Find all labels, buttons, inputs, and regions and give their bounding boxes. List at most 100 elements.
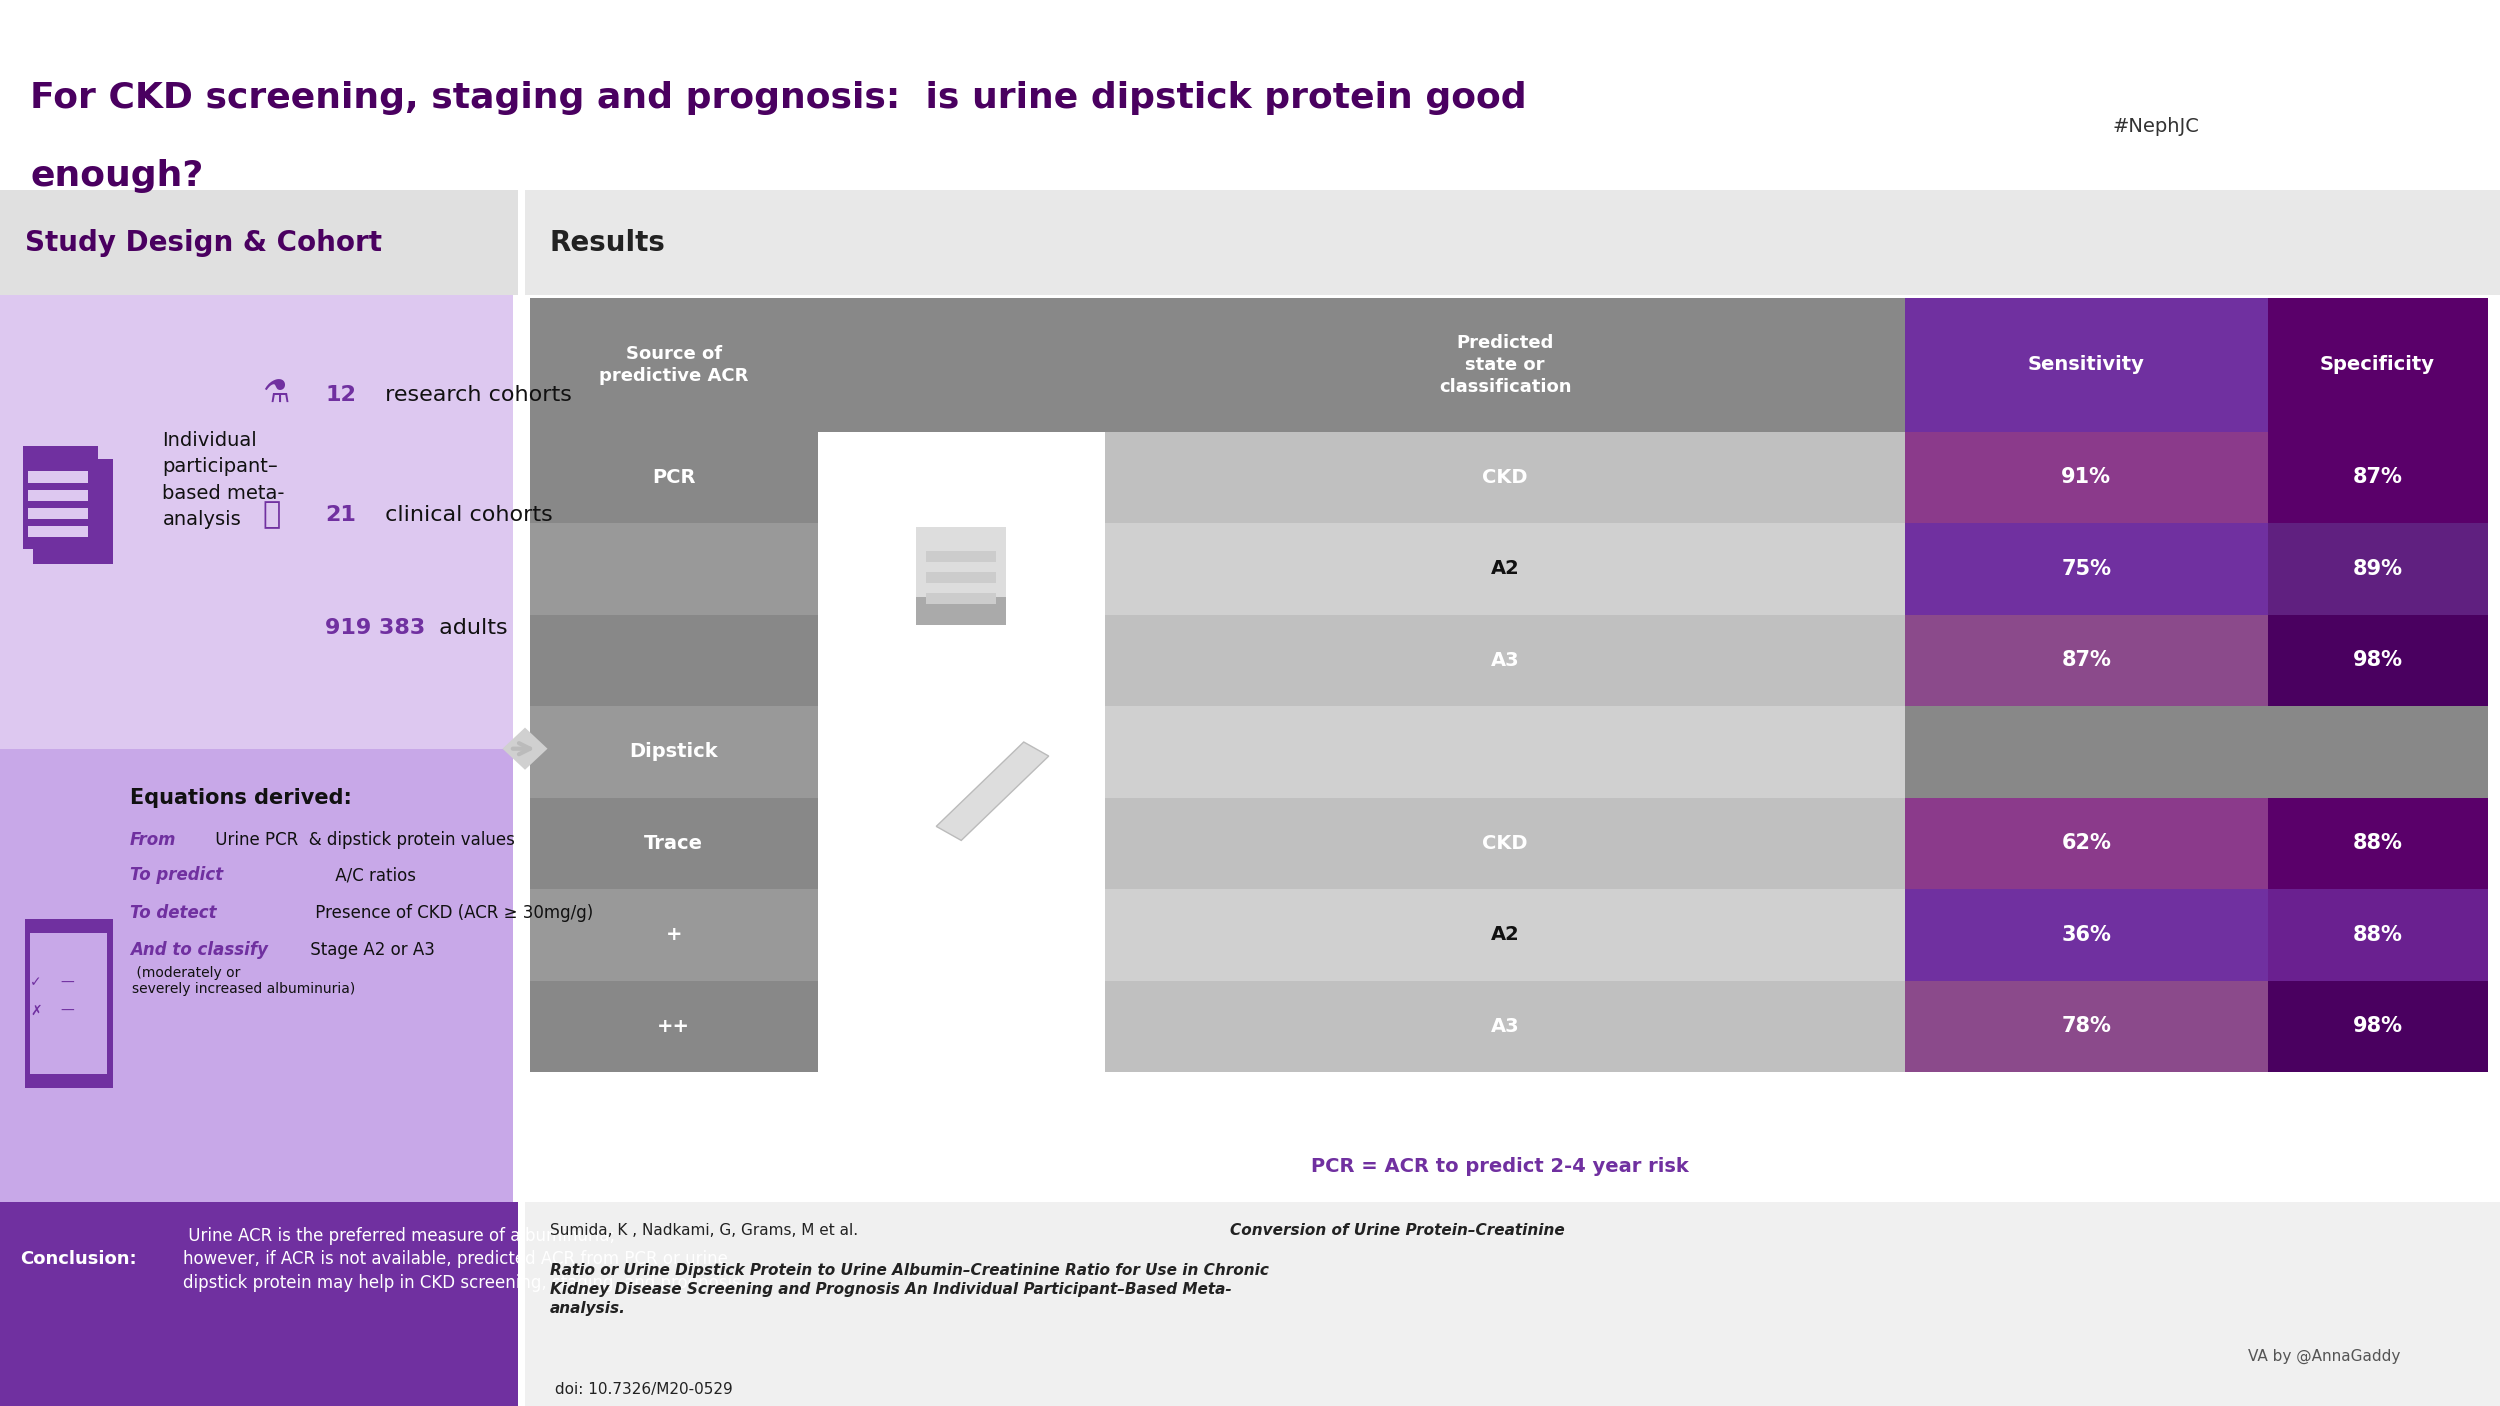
- FancyBboxPatch shape: [915, 598, 1005, 626]
- Text: Conversion of Urine Protein–Creatinine: Conversion of Urine Protein–Creatinine: [1230, 1223, 1565, 1239]
- FancyBboxPatch shape: [28, 508, 88, 519]
- Text: Study Design & Cohort: Study Design & Cohort: [25, 229, 382, 256]
- FancyBboxPatch shape: [1105, 980, 1905, 1071]
- Text: Sensitivity: Sensitivity: [2028, 356, 2145, 374]
- FancyBboxPatch shape: [22, 446, 98, 548]
- FancyBboxPatch shape: [1105, 889, 1905, 980]
- FancyBboxPatch shape: [1905, 432, 2268, 523]
- Text: For CKD screening, staging and prognosis:  is urine dipstick protein good: For CKD screening, staging and prognosis…: [30, 82, 1528, 115]
- Text: ++: ++: [658, 1017, 690, 1036]
- FancyBboxPatch shape: [925, 572, 995, 583]
- Text: A2: A2: [1490, 925, 1520, 945]
- FancyBboxPatch shape: [2268, 889, 2488, 980]
- FancyBboxPatch shape: [1905, 706, 2488, 797]
- Text: ✗: ✗: [30, 1004, 42, 1018]
- Text: —: —: [60, 976, 75, 990]
- FancyBboxPatch shape: [1905, 523, 2268, 614]
- Text: Dipstick: Dipstick: [630, 742, 718, 761]
- FancyBboxPatch shape: [530, 523, 818, 614]
- FancyBboxPatch shape: [915, 527, 1005, 626]
- Text: 98%: 98%: [2352, 651, 2402, 671]
- Text: adults: adults: [432, 619, 508, 638]
- Text: 12: 12: [325, 385, 355, 405]
- Text: Equations derived:: Equations derived:: [130, 787, 352, 808]
- FancyBboxPatch shape: [1905, 980, 2268, 1071]
- FancyBboxPatch shape: [1905, 298, 2268, 432]
- Text: PCR: PCR: [652, 468, 695, 486]
- Text: Source of
predictive ACR: Source of predictive ACR: [600, 344, 748, 385]
- FancyBboxPatch shape: [0, 1202, 518, 1406]
- Text: doi: 10.7326/M20-0529: doi: 10.7326/M20-0529: [550, 1382, 732, 1398]
- FancyBboxPatch shape: [525, 1202, 2500, 1406]
- Text: (moderately or
severely increased albuminuria): (moderately or severely increased albumi…: [132, 966, 355, 995]
- Text: VA by @AnnaGaddy: VA by @AnnaGaddy: [2248, 1348, 2400, 1364]
- FancyBboxPatch shape: [1105, 797, 1905, 889]
- FancyBboxPatch shape: [1905, 614, 2268, 706]
- FancyBboxPatch shape: [0, 295, 512, 748]
- Text: A/C ratios: A/C ratios: [330, 866, 415, 884]
- Text: +: +: [665, 925, 682, 945]
- FancyBboxPatch shape: [530, 432, 818, 523]
- FancyBboxPatch shape: [2268, 980, 2488, 1071]
- Text: Trace: Trace: [645, 834, 702, 853]
- FancyBboxPatch shape: [1105, 432, 1905, 523]
- Text: 88%: 88%: [2352, 834, 2402, 853]
- FancyBboxPatch shape: [0, 190, 518, 295]
- Text: 919 383: 919 383: [325, 619, 425, 638]
- Text: enough?: enough?: [30, 159, 203, 193]
- Text: clinical cohorts: clinical cohorts: [378, 505, 552, 524]
- FancyBboxPatch shape: [1905, 797, 2268, 889]
- FancyBboxPatch shape: [530, 298, 1105, 432]
- Text: 88%: 88%: [2352, 925, 2402, 945]
- Text: #NephJC: #NephJC: [2112, 117, 2200, 136]
- Text: 91%: 91%: [2060, 467, 2110, 488]
- Text: 87%: 87%: [2352, 467, 2402, 488]
- Text: 21: 21: [325, 505, 355, 524]
- Text: Presence of CKD (ACR ≥ 30mg/g): Presence of CKD (ACR ≥ 30mg/g): [310, 904, 592, 922]
- Text: Predicted
state or
classification: Predicted state or classification: [1440, 333, 1572, 396]
- Text: PCR = ACR to predict 2-4 year risk: PCR = ACR to predict 2-4 year risk: [1310, 1157, 1690, 1177]
- Text: From: From: [130, 831, 178, 849]
- Text: 78%: 78%: [2062, 1017, 2110, 1036]
- Text: Ratio or Urine Dipstick Protein to Urine Albumin–Creatinine Ratio for Use in Chr: Ratio or Urine Dipstick Protein to Urine…: [550, 1263, 1270, 1316]
- FancyBboxPatch shape: [0, 0, 2500, 190]
- Text: A3: A3: [1490, 651, 1520, 669]
- FancyBboxPatch shape: [525, 190, 2500, 295]
- FancyBboxPatch shape: [530, 797, 818, 889]
- FancyBboxPatch shape: [1105, 298, 1905, 432]
- FancyBboxPatch shape: [32, 458, 112, 564]
- FancyBboxPatch shape: [1905, 889, 2268, 980]
- FancyBboxPatch shape: [28, 526, 88, 537]
- Text: Stage A2 or A3: Stage A2 or A3: [305, 941, 435, 959]
- FancyBboxPatch shape: [530, 980, 818, 1071]
- Text: 75%: 75%: [2060, 558, 2110, 579]
- Text: Urine ACR is the preferred measure of albuminuria;
however, if ACR is not availa: Urine ACR is the preferred measure of al…: [182, 1226, 745, 1292]
- Text: To predict: To predict: [130, 866, 222, 884]
- FancyBboxPatch shape: [28, 489, 88, 501]
- FancyBboxPatch shape: [530, 614, 818, 706]
- Text: CKD: CKD: [1482, 834, 1528, 853]
- FancyBboxPatch shape: [925, 593, 995, 605]
- Text: research cohorts: research cohorts: [378, 385, 572, 405]
- Text: Urine PCR  & dipstick protein values: Urine PCR & dipstick protein values: [210, 831, 515, 849]
- Text: Conclusion:: Conclusion:: [20, 1250, 138, 1268]
- Text: To detect: To detect: [130, 904, 218, 922]
- FancyBboxPatch shape: [530, 706, 818, 797]
- FancyBboxPatch shape: [2268, 614, 2488, 706]
- FancyBboxPatch shape: [1105, 614, 1905, 706]
- Text: A3: A3: [1490, 1017, 1520, 1036]
- FancyBboxPatch shape: [925, 551, 995, 562]
- Text: A2: A2: [1490, 560, 1520, 578]
- Polygon shape: [935, 742, 1050, 841]
- Text: ⚗: ⚗: [262, 380, 290, 409]
- FancyBboxPatch shape: [1105, 523, 1905, 614]
- Text: Specificity: Specificity: [2320, 356, 2435, 374]
- FancyBboxPatch shape: [20, 444, 100, 550]
- Text: 🩺: 🩺: [262, 501, 280, 530]
- Text: CKD: CKD: [1482, 468, 1528, 486]
- Text: 89%: 89%: [2352, 558, 2402, 579]
- FancyBboxPatch shape: [25, 920, 112, 1088]
- FancyBboxPatch shape: [1105, 706, 1905, 797]
- Text: ✓: ✓: [30, 976, 42, 990]
- Text: 36%: 36%: [2062, 925, 2110, 945]
